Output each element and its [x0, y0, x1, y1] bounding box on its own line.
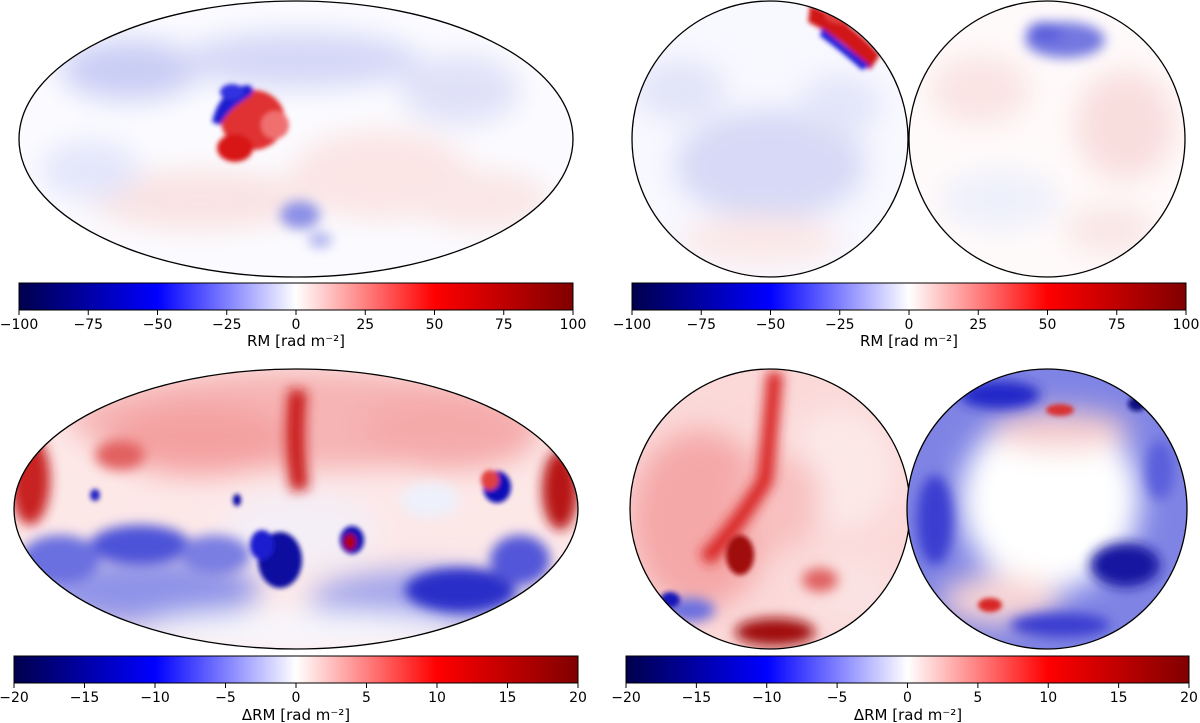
colorbar-label: RM [rad m⁻²]	[247, 332, 345, 350]
colorbar-tick-label: 15	[499, 690, 517, 706]
colorbar-tick-label: −25	[212, 317, 242, 333]
mollweide-map-delta-rm	[13, 368, 579, 650]
colorbar-tick-label: 25	[969, 317, 987, 333]
hemisphere-north-delta-rm	[629, 368, 911, 650]
colorbar-tick-label: −15	[70, 690, 100, 706]
colorbar-tick-label: −5	[215, 690, 236, 706]
colorbar-gradient	[631, 282, 1187, 311]
colorbar-tick-label: −50	[756, 317, 786, 333]
colorbar-tick-label: 20	[569, 690, 587, 706]
colorbar-gradient	[625, 655, 1190, 684]
colorbar-tick-label: −75	[73, 317, 103, 333]
colorbar-tick-label: −5	[827, 690, 848, 706]
colorbar-tick-label: 10	[1039, 690, 1057, 706]
hemisphere-south-rm	[908, 0, 1186, 278]
colorbar-label: RM [rad m⁻²]	[860, 332, 958, 350]
colorbar-label: ΔRM [rad m⁻²]	[242, 706, 350, 723]
colorbar-tick-label: 100	[560, 317, 587, 333]
colorbar-tick-label: 5	[362, 690, 371, 706]
colorbar-tick-label: 75	[1108, 317, 1126, 333]
colorbar-tick-label: 50	[1039, 317, 1057, 333]
rm-feature-blobs	[212, 84, 332, 248]
colorbar-tick-label: 100	[1173, 317, 1200, 333]
colorbar-tick-label: 10	[428, 690, 446, 706]
colorbar-tick-label: −50	[143, 317, 173, 333]
colorbar-tick-label: 0	[905, 317, 914, 333]
colorbar-tick-label: −10	[752, 690, 782, 706]
delta-rm-feature-blobs	[14, 388, 578, 612]
colorbar-tick-label: −15	[682, 690, 712, 706]
orthographic-maps-rm	[631, 0, 1186, 278]
colorbar-tick-label: 20	[1180, 690, 1198, 706]
colorbar-label: ΔRM [rad m⁻²]	[854, 706, 962, 723]
mollweide-map-rm	[18, 0, 574, 278]
colorbar-tick-label: 15	[1110, 690, 1128, 706]
colorbar-tick-label: 25	[356, 317, 374, 333]
colorbar-tick-label: −10	[140, 690, 170, 706]
colorbar-tick-label: −75	[686, 317, 716, 333]
colorbar-top-left: −100 −75 −50 −25 0 25 50 75 100 RM [rad m⁻²]	[0, 282, 587, 350]
colorbar-top-right: −100 −75 −50 −25 0 25 50 75 100 RM [rad m⁻²]	[613, 282, 1200, 350]
colorbar-tick-label: 75	[495, 317, 513, 333]
hemisphere-south-delta-rm	[906, 368, 1188, 650]
colorbar-tick-label: 0	[292, 690, 301, 706]
colorbar-tick-label: −100	[0, 317, 38, 333]
colorbar-gradient	[13, 655, 579, 684]
colorbar-tick-label: −25	[825, 317, 855, 333]
colorbar-tick-label: 0	[903, 690, 912, 706]
colorbar-gradient	[18, 282, 574, 311]
colorbar-tick-label: −20	[0, 690, 29, 706]
colorbar-tick-label: −20	[611, 690, 641, 706]
colorbar-tick-label: 5	[973, 690, 982, 706]
orthographic-maps-delta-rm	[629, 368, 1188, 650]
hemisphere-north-rm	[631, 0, 909, 278]
colorbar-tick-label: −100	[613, 317, 651, 333]
colorbar-tick-label: 50	[426, 317, 444, 333]
colorbar-tick-label: 0	[292, 317, 301, 333]
colorbar-bottom-left: −20 −15 −10 −5 0 5 10 15 20 ΔRM [rad m⁻²]	[0, 655, 587, 723]
colorbar-bottom-right: −20 −15 −10 −5 0 5 10 15 20 ΔRM [rad m⁻²]	[611, 655, 1198, 723]
